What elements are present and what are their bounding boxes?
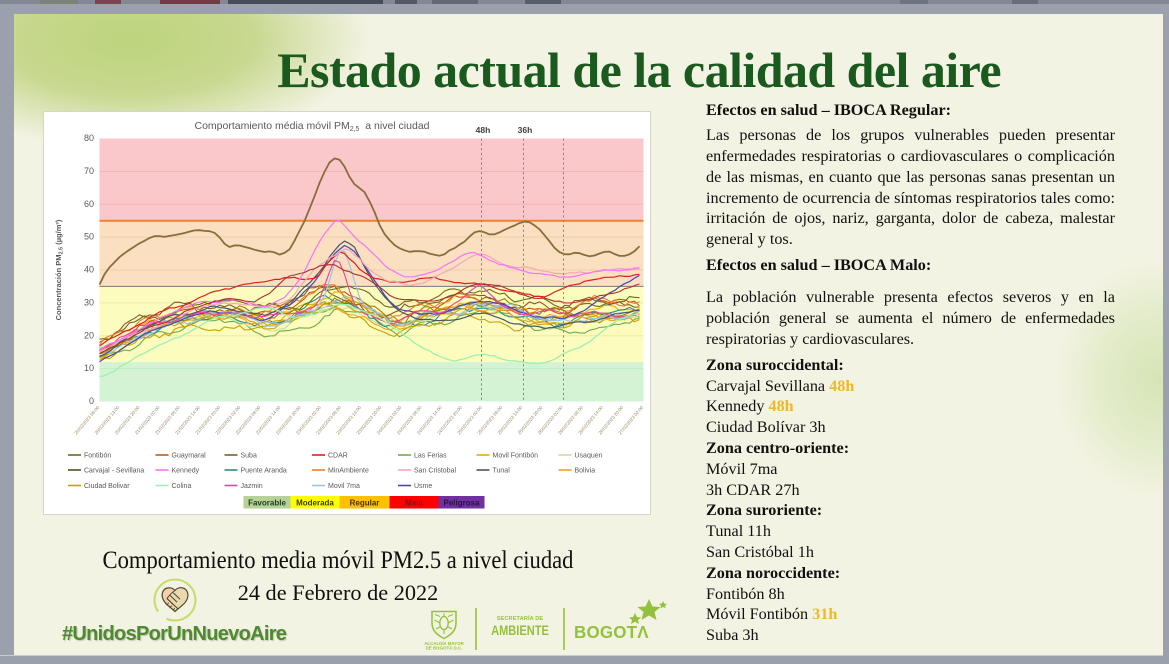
svg-text:Peligrosa: Peligrosa (443, 499, 480, 508)
svg-text:Ciudad Bolivar: Ciudad Bolivar (84, 483, 130, 490)
svg-text:Colina: Colina (171, 483, 191, 490)
svg-text:Guaymaral: Guaymaral (171, 452, 206, 459)
svg-text:CDAR: CDAR (328, 452, 348, 459)
svg-text:20: 20 (83, 330, 93, 340)
svg-text:Bolivia: Bolivia (574, 467, 595, 474)
svg-text:48h: 48h (475, 125, 490, 135)
svg-text:36h: 36h (517, 125, 532, 135)
svg-text:Suba: Suba (240, 452, 256, 459)
svg-text:40: 40 (83, 265, 93, 275)
svg-text:Moderada: Moderada (296, 499, 334, 508)
svg-text:80: 80 (83, 133, 93, 143)
svg-text:50: 50 (83, 232, 93, 242)
svg-text:Fontibón: Fontibón (84, 452, 111, 459)
svg-text:Mala: Mala (405, 499, 423, 508)
svg-text:Regular: Regular (349, 499, 379, 508)
svg-text:30: 30 (83, 298, 93, 308)
svg-text:Puente Aranda: Puente Aranda (240, 467, 286, 474)
svg-text:Movil Fontibón: Movil Fontibón (492, 452, 538, 459)
svg-text:Usme: Usme (414, 483, 432, 490)
svg-text:Movil 7ma: Movil 7ma (328, 483, 360, 490)
svg-text:70: 70 (83, 166, 93, 176)
svg-text:Tunal: Tunal (492, 467, 510, 474)
svg-text:MinAmbiente: MinAmbiente (328, 467, 369, 474)
svg-text:60: 60 (83, 199, 93, 209)
svg-text:Usaquen: Usaquen (574, 452, 602, 459)
svg-text:Carvajal - Sevillana: Carvajal - Sevillana (84, 467, 144, 474)
svg-text:San Cristobal: San Cristobal (414, 467, 456, 474)
svg-text:Las Ferias: Las Ferias (414, 452, 447, 459)
svg-text:Kennedy: Kennedy (171, 467, 199, 474)
svg-text:Favorable: Favorable (248, 499, 286, 508)
svg-text:Jazmin: Jazmin (240, 483, 262, 490)
svg-text:0: 0 (88, 396, 93, 406)
svg-text:Comportamiento média móvil PM2: Comportamiento média móvil PM2,5 a nivel… (194, 120, 429, 133)
svg-text:10: 10 (83, 363, 93, 373)
svg-text:Concentración PM2.5 (µg/m³): Concentración PM2.5 (µg/m³) (54, 219, 65, 320)
